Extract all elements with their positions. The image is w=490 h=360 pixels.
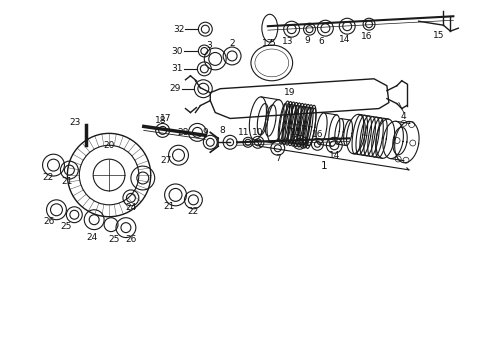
Text: 24: 24 [125,203,137,212]
Text: 22: 22 [188,207,199,216]
Text: 18: 18 [155,116,167,125]
Text: 9: 9 [305,36,310,45]
Text: 21: 21 [163,202,174,211]
Text: 31: 31 [172,64,183,73]
Text: 20: 20 [103,141,115,150]
Text: 19: 19 [284,88,295,97]
Text: 21: 21 [62,177,73,186]
Text: 10: 10 [252,128,264,137]
Text: 14: 14 [339,35,350,44]
Text: 3: 3 [206,41,212,50]
Text: 25: 25 [108,235,120,244]
Text: 30: 30 [172,46,183,55]
Text: 16: 16 [361,32,373,41]
Text: 27: 27 [160,156,172,165]
Text: 32: 32 [173,25,184,34]
Text: 1: 1 [321,161,328,171]
Text: 5: 5 [269,39,275,48]
Text: 14: 14 [329,151,340,160]
Text: 2: 2 [229,39,235,48]
Text: 26: 26 [44,217,55,226]
Text: 7: 7 [275,154,281,163]
Text: 8: 8 [220,126,225,135]
Text: 22: 22 [42,172,53,181]
Text: 17: 17 [160,114,172,123]
Text: 15: 15 [290,128,301,137]
Text: 12: 12 [262,39,273,48]
Text: 16: 16 [312,130,323,139]
Text: 13: 13 [282,37,294,46]
Text: 29: 29 [170,84,181,93]
Text: 6: 6 [318,37,324,46]
Text: 26: 26 [125,235,137,244]
Text: 23: 23 [70,118,81,127]
Text: 25: 25 [61,222,72,231]
Text: 15: 15 [433,31,444,40]
Text: 9: 9 [202,128,208,137]
Text: 11: 11 [238,128,250,137]
Text: 28: 28 [178,128,189,137]
Text: 4: 4 [401,112,407,121]
Text: 24: 24 [87,233,98,242]
